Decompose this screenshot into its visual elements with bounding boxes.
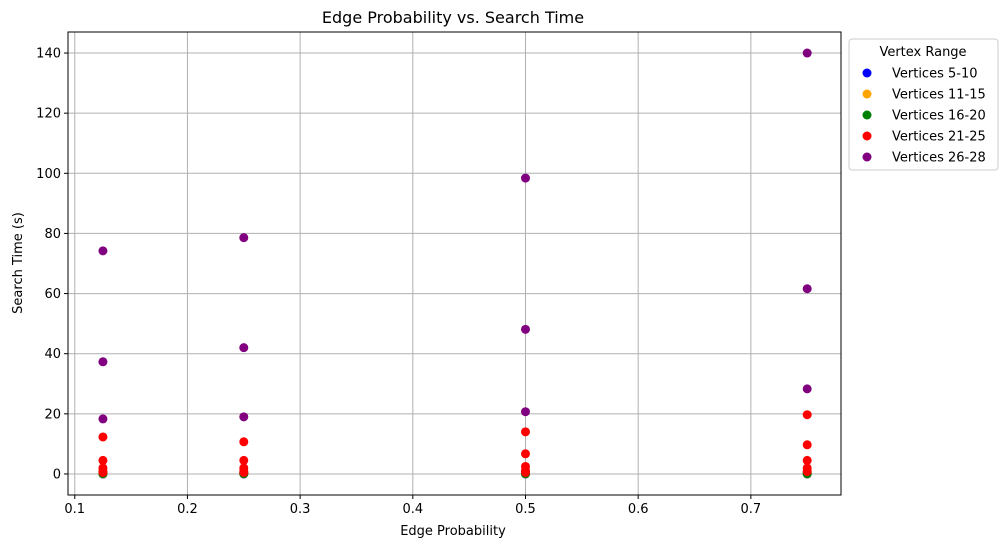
data-point bbox=[802, 440, 812, 450]
data-point bbox=[520, 324, 530, 334]
y-axis-title: Search Time (s) bbox=[11, 212, 26, 314]
y-tick-label: 120 bbox=[36, 107, 61, 122]
legend-marker bbox=[862, 68, 872, 78]
data-point bbox=[98, 246, 108, 256]
y-tick-label: 0 bbox=[53, 467, 61, 482]
data-point bbox=[98, 432, 108, 442]
x-axis-title: Edge Probability bbox=[400, 524, 506, 539]
y-tick-label: 140 bbox=[36, 47, 61, 62]
legend-label: Vertices 21-25 bbox=[892, 130, 986, 145]
y-tick-label: 20 bbox=[44, 407, 61, 422]
chart-title: Edge Probability vs. Search Time bbox=[322, 8, 584, 27]
data-point bbox=[802, 467, 812, 477]
data-point bbox=[520, 449, 530, 459]
legend-marker bbox=[862, 89, 872, 99]
legend-label: Vertices 26-28 bbox=[892, 151, 986, 166]
plot-area-frame bbox=[67, 31, 842, 496]
data-point bbox=[520, 467, 530, 477]
data-point bbox=[802, 284, 812, 294]
data-point bbox=[802, 410, 812, 420]
legend-marker bbox=[862, 131, 872, 141]
x-tick-label: 0.3 bbox=[290, 502, 311, 517]
x-tick-label: 0.2 bbox=[177, 502, 198, 517]
y-tick-label: 40 bbox=[44, 347, 61, 362]
x-tick-label: 0.1 bbox=[64, 502, 85, 517]
data-point bbox=[98, 357, 108, 367]
legend-title: Vertex Range bbox=[879, 45, 966, 60]
data-point bbox=[239, 233, 249, 243]
data-point bbox=[802, 48, 812, 58]
data-points bbox=[98, 48, 812, 479]
data-point bbox=[98, 414, 108, 424]
grid-lines bbox=[68, 32, 841, 495]
x-tick-label: 0.4 bbox=[402, 502, 423, 517]
legend-label: Vertices 5-10 bbox=[892, 67, 978, 82]
data-point bbox=[239, 467, 249, 477]
y-tick-label: 60 bbox=[44, 287, 61, 302]
data-point bbox=[98, 467, 108, 477]
data-point bbox=[239, 343, 249, 353]
data-point bbox=[239, 455, 249, 465]
legend-marker bbox=[862, 152, 872, 162]
legend: Vertex Range Vertices 5-10 Vertices 11-15… bbox=[848, 38, 999, 171]
data-point bbox=[239, 412, 249, 422]
legend-marker bbox=[862, 110, 872, 120]
data-point bbox=[520, 407, 530, 417]
x-tick-label: 0.6 bbox=[628, 502, 649, 517]
legend-label: Vertices 16-20 bbox=[892, 109, 986, 124]
x-axis-ticks: 0.1 0.2 0.3 0.4 0.5 0.6 0.7 bbox=[64, 495, 761, 517]
y-tick-label: 100 bbox=[36, 167, 61, 182]
x-tick-label: 0.5 bbox=[515, 502, 536, 517]
data-point bbox=[520, 427, 530, 437]
data-point bbox=[520, 173, 530, 183]
data-point bbox=[802, 384, 812, 394]
x-tick-label: 0.7 bbox=[741, 502, 762, 517]
data-point bbox=[802, 455, 812, 465]
legend-label: Vertices 11-15 bbox=[892, 88, 986, 103]
data-point bbox=[239, 437, 249, 447]
y-axis-ticks: 0 20 40 60 80 100 120 140 bbox=[36, 47, 68, 482]
legend-box bbox=[848, 38, 999, 171]
data-point bbox=[98, 455, 108, 465]
y-tick-label: 80 bbox=[44, 227, 61, 242]
